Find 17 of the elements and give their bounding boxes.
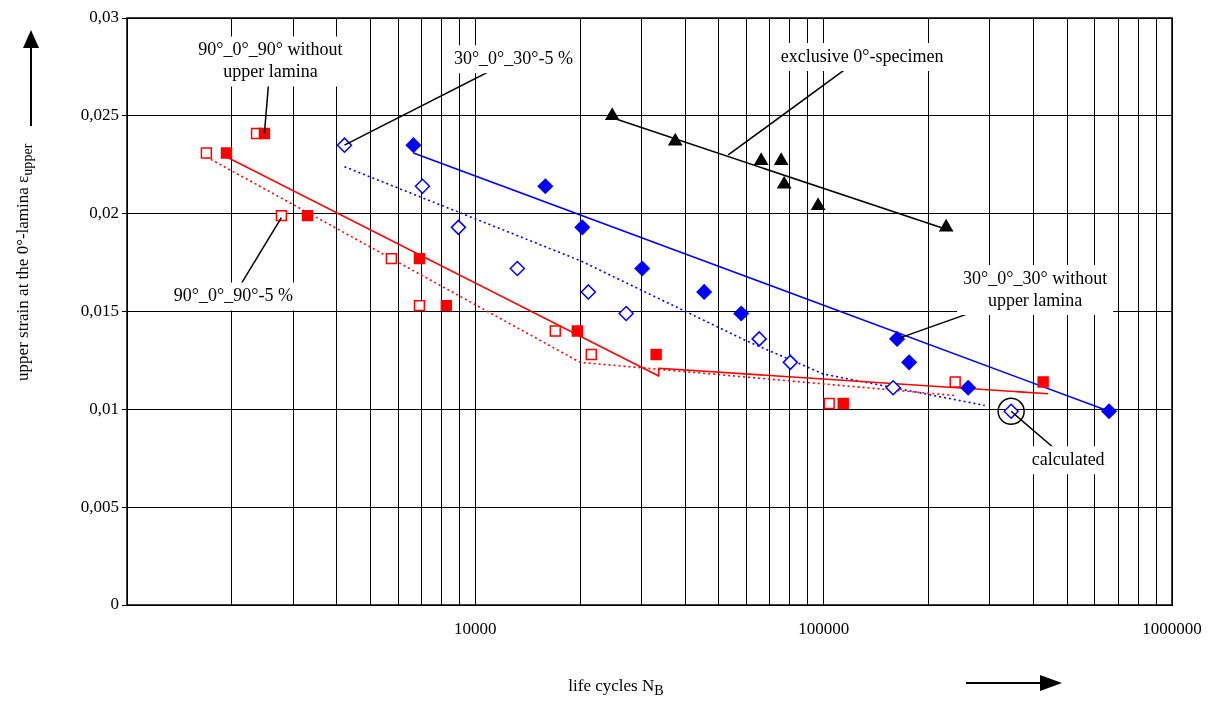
y-tick-label: 0,02	[89, 203, 119, 223]
y-tick-label: 0,03	[89, 7, 119, 27]
x-tick-label: 1000000	[1142, 618, 1202, 638]
y-tick-label: 0,025	[80, 105, 119, 125]
y-tick-label: 0	[110, 594, 119, 614]
annotation: 30°_0°_30° without upper lamina	[963, 267, 1108, 310]
x-tick-label: 10000	[454, 618, 497, 638]
annotation: 90°_0°_90°-5 %	[173, 285, 293, 306]
annotation: 30°_0°_30°-5 %	[453, 47, 574, 68]
annotation: calculated	[1031, 449, 1105, 470]
y-tick-label: 0,015	[80, 300, 119, 320]
annotation: 90°_0°_90° without upper lamina	[198, 39, 343, 82]
annotation: exclusive 0°-specimen	[780, 45, 944, 66]
y-tick-label: 0,005	[80, 496, 119, 516]
x-axis-title: life cycles N$_{B}$	[567, 676, 665, 700]
y-tick-label: 0,01	[89, 398, 119, 418]
x-tick-label: 100000	[798, 618, 850, 638]
